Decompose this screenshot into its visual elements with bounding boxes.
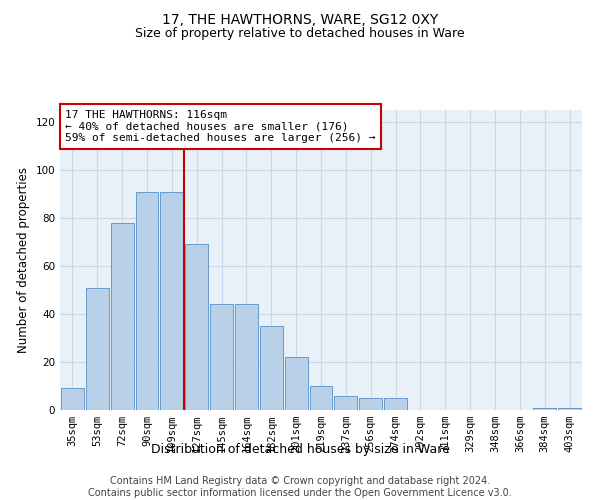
Bar [160,192,183,410]
Bar [334,396,357,410]
Bar [260,326,283,410]
Bar [111,223,134,410]
Text: Contains HM Land Registry data © Crown copyright and database right 2024.
Contai: Contains HM Land Registry data © Crown c… [88,476,512,498]
Bar [86,288,109,410]
Bar [136,192,158,410]
Text: 17, THE HAWTHORNS, WARE, SG12 0XY: 17, THE HAWTHORNS, WARE, SG12 0XY [162,12,438,26]
Text: Distribution of detached houses by size in Ware: Distribution of detached houses by size … [151,442,449,456]
Bar [359,398,382,410]
Bar [384,398,407,410]
Bar [61,388,84,410]
Bar [235,304,258,410]
Text: 17 THE HAWTHORNS: 116sqm
← 40% of detached houses are smaller (176)
59% of semi-: 17 THE HAWTHORNS: 116sqm ← 40% of detach… [65,110,376,143]
Y-axis label: Number of detached properties: Number of detached properties [17,167,30,353]
Bar [558,408,581,410]
Bar [310,386,332,410]
Bar [533,408,556,410]
Bar [185,244,208,410]
Bar [285,357,308,410]
Text: Size of property relative to detached houses in Ware: Size of property relative to detached ho… [135,28,465,40]
Bar [210,304,233,410]
